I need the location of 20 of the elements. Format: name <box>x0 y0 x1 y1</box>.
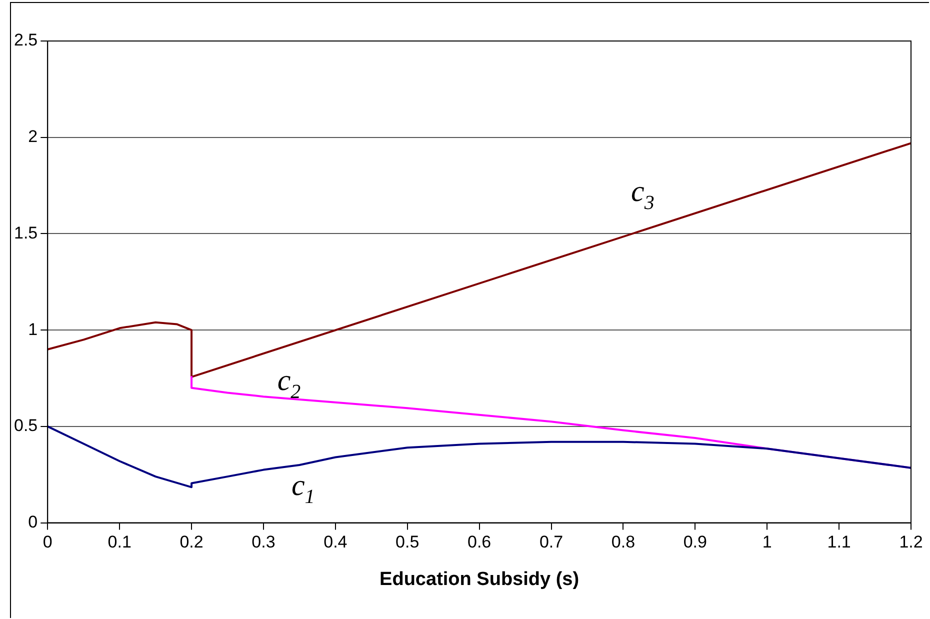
x-tick-label: 0.4 <box>324 532 348 552</box>
x-tick-label: 0.3 <box>252 532 276 552</box>
x-axis-title: Education Subsidy (s) <box>380 568 580 590</box>
y-tick-label: 1 <box>28 320 38 339</box>
y-tick-label: 2.5 <box>14 30 38 50</box>
x-tick-label: 0.8 <box>611 532 636 552</box>
x-tick-label: 1.2 <box>899 532 923 552</box>
x-tick-label: 0.2 <box>180 532 204 552</box>
x-tick-label: 0.1 <box>108 532 132 552</box>
y-tick-label: 0.5 <box>14 416 38 436</box>
x-tick-label: 0.7 <box>539 532 564 552</box>
x-tick-label: 0.6 <box>467 532 492 552</box>
x-tick-label: 0 <box>42 532 52 552</box>
x-tick-label: 1.1 <box>827 532 851 552</box>
y-tick-label: 1.5 <box>14 223 38 242</box>
y-tick-label: 2 <box>28 127 38 146</box>
x-tick-label: 0.5 <box>396 532 420 552</box>
x-tick-label: 0.9 <box>683 532 707 552</box>
y-tick-label: 0 <box>28 512 38 532</box>
x-tick-label: 1 <box>762 532 772 552</box>
